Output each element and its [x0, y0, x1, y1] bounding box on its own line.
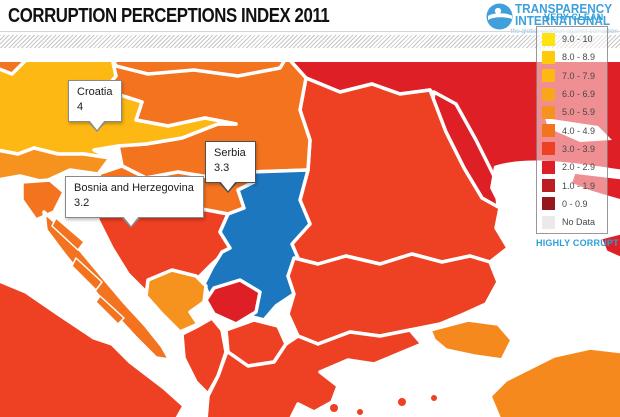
- tooltip-country-name: Croatia: [77, 86, 113, 98]
- country-slovenia[interactable]: [0, 144, 124, 184]
- country-turkey-anatolia[interactable]: [488, 346, 620, 417]
- legend-highly-corrupt-label: HIGHLY CORRUPT: [536, 238, 619, 249]
- legend-swatch: [542, 105, 555, 119]
- legend-swatch: [542, 32, 555, 46]
- hatched-stripe-band: [0, 35, 620, 48]
- greek-island[interactable]: [330, 404, 338, 412]
- legend-item: 3.0 - 3.9: [542, 140, 607, 158]
- legend-swatch: [542, 124, 555, 138]
- logo-line1: TRANSPARENCY: [515, 2, 613, 16]
- legend: VERY CLEAN 9.0 - 10 8.0 - 8.9 7.0 - 7.9 …: [536, 12, 619, 249]
- legend-item: 0 - 0.9: [542, 195, 607, 213]
- country-slovakia[interactable]: [112, 62, 286, 78]
- legend-item: 7.0 - 7.9: [542, 67, 607, 85]
- legend-item: 6.0 - 6.9: [542, 85, 607, 103]
- legend-swatch: [542, 69, 555, 83]
- greek-island[interactable]: [431, 395, 437, 401]
- legend-very-clean-label: VERY CLEAN: [544, 12, 604, 22]
- legend-swatch: [542, 142, 555, 156]
- legend-swatch: [542, 50, 555, 64]
- tooltip-score: 3.2: [74, 197, 90, 209]
- page-title: CORRUPTION PERCEPTIONS INDEX 2011: [8, 5, 330, 27]
- greek-island[interactable]: [398, 398, 406, 406]
- legend-swatch: [542, 197, 555, 211]
- country-greece[interactable]: [204, 328, 424, 417]
- country-montenegro[interactable]: [144, 268, 208, 334]
- croatian-islands[interactable]: [51, 217, 125, 325]
- legend-swatch: [542, 160, 555, 174]
- legend-item: 4.0 - 4.9: [542, 121, 607, 139]
- legend-item: 8.0 - 8.9: [542, 48, 607, 66]
- legend-swatch: [542, 87, 555, 101]
- logo-wordmark: TRANSPARENCY INTERNATIONAL: [515, 2, 613, 28]
- region-kosovo[interactable]: [204, 278, 262, 326]
- tooltip-country-name: Serbia: [214, 147, 246, 159]
- tooltip-croatia: Croatia 4: [68, 80, 123, 132]
- legend-swatch: [542, 215, 555, 229]
- legend-item: 9.0 - 10: [542, 30, 607, 48]
- legend-swatch: [542, 179, 555, 193]
- legend-item: 1.0 - 1.9: [542, 176, 607, 194]
- legend-panel: 9.0 - 10 8.0 - 8.9 7.0 - 7.9 6.0 - 6.9 5…: [536, 26, 608, 235]
- header: CORRUPTION PERCEPTIONS INDEX 2011 TRANSP…: [0, 0, 620, 35]
- legend-item: 2.0 - 2.9: [542, 158, 607, 176]
- region-kerch[interactable]: [598, 231, 620, 261]
- tooltip-bosnia-and-herzegovina: Bosnia and Herzegovina 3.2: [65, 176, 204, 228]
- tooltip-country-name: Bosnia and Herzegovina: [74, 182, 194, 194]
- logo-line2: INTERNATIONAL: [515, 13, 611, 28]
- tooltip-score: 3.3: [214, 162, 230, 174]
- ti-globe-icon: [486, 3, 513, 30]
- legend-item: No Data: [542, 213, 607, 231]
- country-turkey-thrace[interactable]: [428, 318, 514, 362]
- country-italy[interactable]: [0, 279, 186, 417]
- tooltip-score: 4: [77, 101, 84, 113]
- header-divider: [0, 31, 620, 32]
- country-bulgaria[interactable]: [286, 252, 500, 346]
- greek-island[interactable]: [357, 409, 363, 415]
- legend-item: 5.0 - 5.9: [542, 103, 607, 121]
- tooltip-serbia: Serbia 3.3: [205, 141, 256, 193]
